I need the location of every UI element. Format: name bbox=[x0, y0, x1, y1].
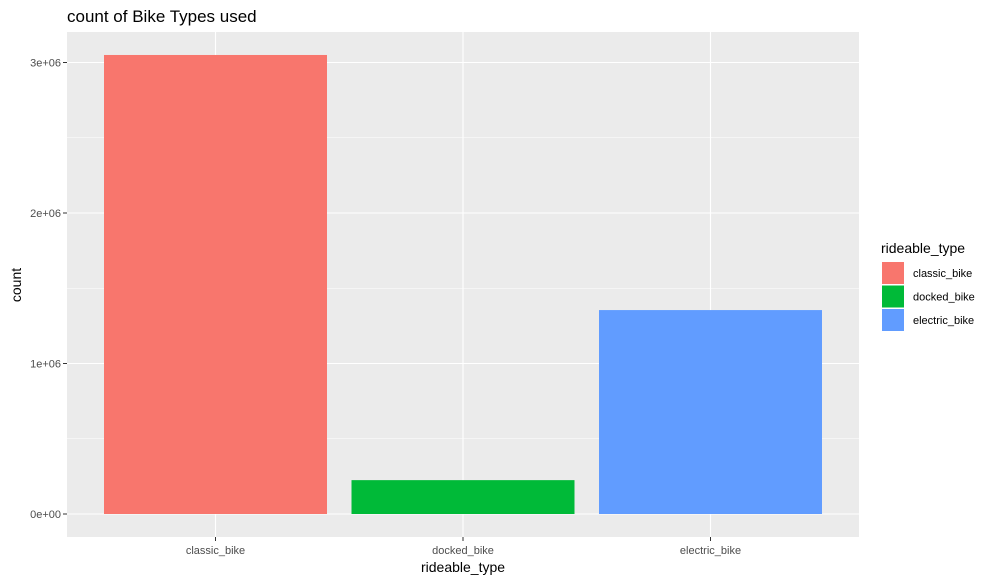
y-tick-label: 3e+06 bbox=[30, 58, 61, 70]
legend-swatch-docked-bike bbox=[882, 285, 904, 308]
bar-classic-bike bbox=[104, 54, 327, 514]
x-axis-title: rideable_type bbox=[421, 559, 505, 575]
y-tick-label: 2e+06 bbox=[30, 208, 61, 220]
legend-label: electric_bike bbox=[913, 315, 974, 327]
x-axis: classic_bike docked_bike electric_bike bbox=[186, 537, 741, 557]
x-tick-label: classic_bike bbox=[186, 545, 245, 557]
y-axis-title: count bbox=[8, 268, 24, 302]
y-tick-label: 1e+06 bbox=[30, 359, 61, 371]
legend-label: docked_bike bbox=[913, 292, 975, 304]
legend-label: classic_bike bbox=[913, 268, 972, 280]
legend-title: rideable_type bbox=[881, 240, 965, 256]
bars bbox=[104, 54, 822, 514]
bar-docked-bike bbox=[351, 480, 575, 514]
y-tick-label: 0e+00 bbox=[30, 509, 61, 521]
bar-electric-bike bbox=[599, 310, 822, 514]
legend: rideable_type classic_bike docked_bikeele… bbox=[881, 240, 975, 331]
legend-swatch-electric-bike bbox=[882, 309, 904, 331]
y-axis: 0e+00 1e+06 2e+06 3e+06 bbox=[30, 58, 67, 521]
x-tick-label: docked_bike bbox=[432, 545, 494, 557]
x-tick-label: electric_bike bbox=[680, 545, 741, 557]
legend-swatch-classic-bike bbox=[882, 262, 904, 284]
chart-title: count of Bike Types used bbox=[67, 7, 257, 26]
